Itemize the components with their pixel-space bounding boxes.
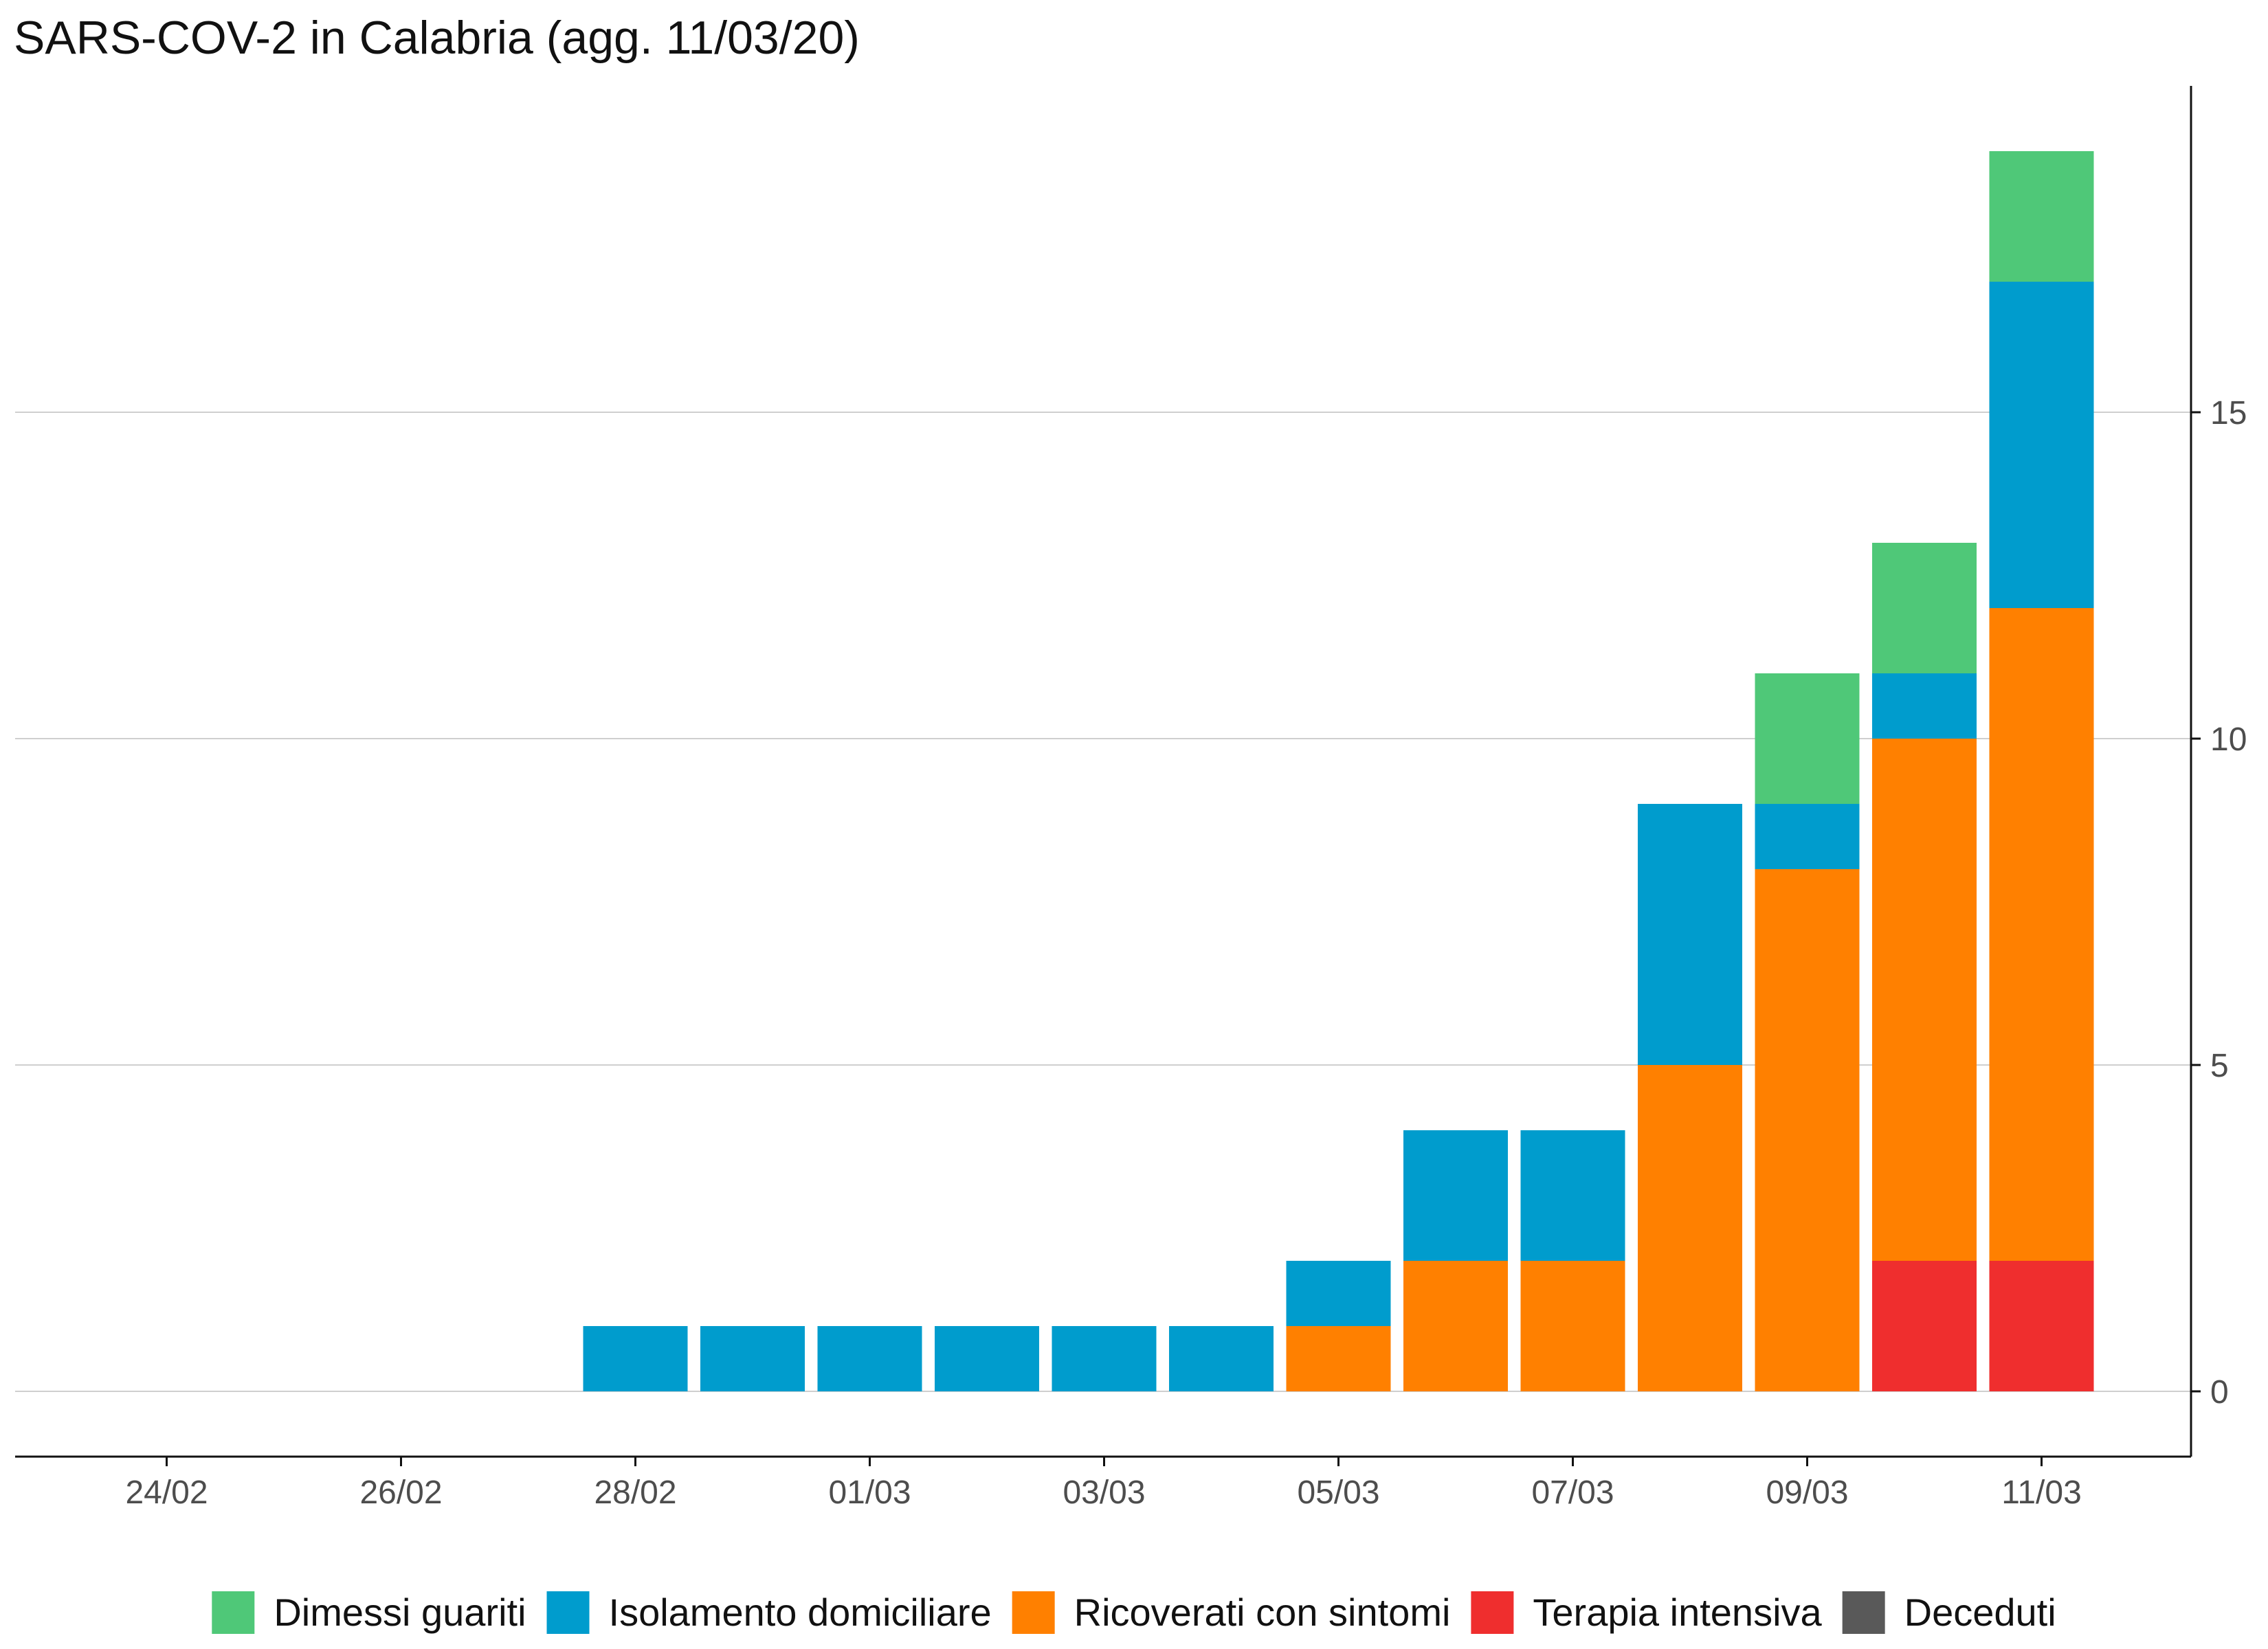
bar-isolamento-domiciliare-06-03 bbox=[1403, 1130, 1508, 1261]
bar-isolamento-domiciliare-02-03 bbox=[935, 1326, 1039, 1391]
bar-isolamento-domiciliare-10-03 bbox=[1872, 673, 1977, 739]
bar-ricoverati-con-sintomi-07-03 bbox=[1520, 1261, 1625, 1391]
x-tick-label-03-03: 03/03 bbox=[1063, 1474, 1145, 1511]
legend-swatch-ricoverati-con-sintomi bbox=[1012, 1591, 1055, 1634]
bar-isolamento-domiciliare-03-03 bbox=[1052, 1326, 1157, 1391]
y-tick-label-5: 5 bbox=[2210, 1048, 2229, 1084]
bar-ricoverati-con-sintomi-10-03 bbox=[1872, 739, 1977, 1261]
bar-dimessi-guariti-11-03 bbox=[1989, 151, 2094, 282]
x-tick-label-24-02: 24/02 bbox=[125, 1474, 208, 1511]
bar-isolamento-domiciliare-07-03 bbox=[1520, 1130, 1625, 1261]
legend-label-deceduti: Deceduti bbox=[1904, 1591, 2056, 1634]
bar-isolamento-domiciliare-04-03 bbox=[1169, 1326, 1274, 1391]
bar-ricoverati-con-sintomi-08-03 bbox=[1638, 1065, 1742, 1391]
legend-label-isolamento-domiciliare: Isolamento domiciliare bbox=[609, 1591, 992, 1634]
axes bbox=[15, 86, 2192, 1458]
bar-terapia-intensiva-11-03 bbox=[1989, 1261, 2094, 1391]
bar-isolamento-domiciliare-05-03 bbox=[1286, 1261, 1391, 1326]
legend-swatch-deceduti bbox=[1842, 1591, 1885, 1634]
bar-dimessi-guariti-10-03 bbox=[1872, 543, 1977, 673]
bar-ricoverati-con-sintomi-05-03 bbox=[1286, 1326, 1391, 1391]
bar-ricoverati-con-sintomi-09-03 bbox=[1755, 869, 1860, 1391]
legend-swatch-terapia-intensiva bbox=[1471, 1591, 1514, 1634]
bar-isolamento-domiciliare-09-03 bbox=[1755, 804, 1860, 869]
y-tick-label-15: 15 bbox=[2210, 395, 2247, 431]
bar-isolamento-domiciliare-28-02 bbox=[583, 1326, 688, 1391]
y-tick-label-0: 0 bbox=[2210, 1374, 2229, 1411]
bar-terapia-intensiva-10-03 bbox=[1872, 1261, 1977, 1391]
x-tick-label-11-03: 11/03 bbox=[2001, 1474, 2082, 1511]
bars bbox=[583, 151, 2094, 1391]
x-tick-label-09-03: 09/03 bbox=[1766, 1474, 1848, 1511]
bar-isolamento-domiciliare-11-03 bbox=[1989, 282, 2094, 608]
bar-dimessi-guariti-09-03 bbox=[1755, 673, 1860, 804]
y-tick-label-10: 10 bbox=[2210, 721, 2247, 758]
x-tick-label-05-03: 05/03 bbox=[1297, 1474, 1379, 1511]
legend-label-dimessi-guariti: Dimessi guariti bbox=[274, 1591, 526, 1634]
bar-isolamento-domiciliare-01-03 bbox=[817, 1326, 922, 1391]
bar-isolamento-domiciliare-29-02 bbox=[700, 1326, 805, 1391]
legend-swatch-isolamento-domiciliare bbox=[546, 1591, 590, 1634]
legend-swatch-dimessi-guariti bbox=[212, 1591, 255, 1634]
y-axis-ticks: 0 5 10 15 bbox=[2191, 395, 2247, 1411]
bar-isolamento-domiciliare-08-03 bbox=[1638, 804, 1742, 1065]
x-tick-label-26-02: 26/02 bbox=[359, 1474, 442, 1511]
legend: Dimessi guariti Isolamento domiciliare Ric… bbox=[212, 1591, 2056, 1634]
gridlines bbox=[15, 412, 2191, 1392]
legend-label-ricoverati-con-sintomi: Ricoverati con sintomi bbox=[1074, 1591, 1451, 1634]
x-tick-label-28-02: 28/02 bbox=[594, 1474, 676, 1511]
bar-ricoverati-con-sintomi-06-03 bbox=[1403, 1261, 1508, 1391]
chart-title: SARS-COV-2 in Calabria (agg. 11/03/20) bbox=[14, 12, 860, 64]
bar-ricoverati-con-sintomi-11-03 bbox=[1989, 608, 2094, 1261]
x-tick-label-01-03: 01/03 bbox=[828, 1474, 911, 1511]
x-axis-ticks: 24/02 26/02 28/02 01/03 03/03 05/03 07/03 09/03… bbox=[125, 1457, 2082, 1511]
legend-label-terapia-intensiva: Terapia intensiva bbox=[1533, 1591, 1822, 1634]
x-tick-label-07-03: 07/03 bbox=[1531, 1474, 1614, 1511]
